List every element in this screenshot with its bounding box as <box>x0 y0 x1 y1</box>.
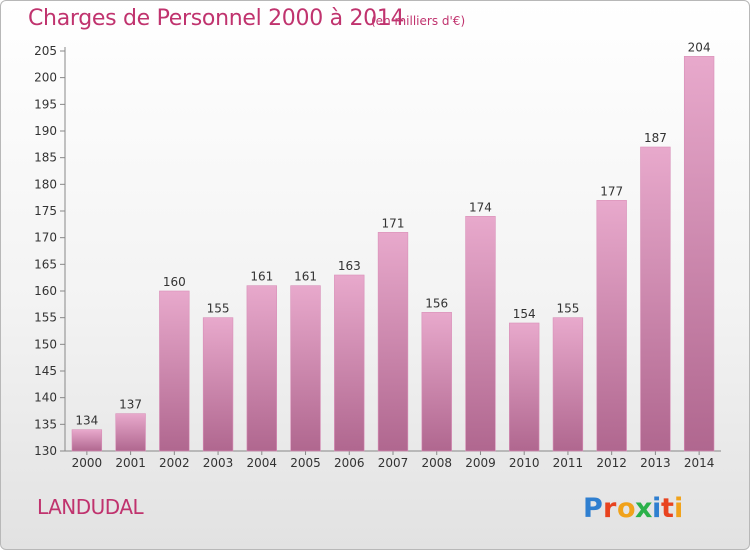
x-tick-label: 2012 <box>596 456 627 470</box>
bar-value-label: 171 <box>382 216 405 230</box>
bar-value-label: 156 <box>425 296 448 310</box>
bar-value-label: 163 <box>338 259 361 273</box>
bar-value-label: 204 <box>688 40 711 54</box>
x-tick-label: 2008 <box>421 456 452 470</box>
y-tick-label: 135 <box>34 417 57 431</box>
bar-value-label: 161 <box>294 270 317 284</box>
proxiti-logo: P r o x i t i <box>583 493 683 524</box>
bar <box>552 317 584 452</box>
logo-letter: r <box>603 493 617 524</box>
bar-value-label: 187 <box>644 131 667 145</box>
bar <box>334 274 365 452</box>
bar-value-label: 174 <box>469 200 492 214</box>
x-tick-label: 2002 <box>159 456 190 470</box>
y-tick-label: 170 <box>34 231 57 245</box>
logo-letter: i <box>674 493 683 524</box>
bar-value-label: 161 <box>250 270 273 284</box>
logo-letter: i <box>652 493 661 524</box>
bar <box>640 146 671 452</box>
y-tick-label: 195 <box>34 97 57 111</box>
bar <box>290 285 321 452</box>
x-tick-label: 2003 <box>203 456 234 470</box>
bar <box>465 216 496 452</box>
bar-value-label: 134 <box>75 414 98 428</box>
x-tick-label: 2004 <box>247 456 278 470</box>
y-tick-label: 175 <box>34 204 57 218</box>
commune-name: LANDUDAL <box>37 495 144 519</box>
logo-letter: o <box>617 493 636 524</box>
bar-value-label: 155 <box>556 302 579 316</box>
x-tick-label: 2014 <box>684 456 715 470</box>
logo-letter: x <box>635 493 652 524</box>
x-tick-label: 2010 <box>509 456 540 470</box>
y-tick-label: 150 <box>34 337 57 351</box>
x-tick-label: 2006 <box>334 456 365 470</box>
y-tick-label: 145 <box>34 364 57 378</box>
y-tick-label: 200 <box>34 71 57 85</box>
chart-subtitle: (en milliers d'€) <box>371 14 466 28</box>
bar <box>71 429 103 452</box>
y-tick-label: 130 <box>34 444 57 458</box>
y-tick-label: 190 <box>34 124 57 138</box>
bar <box>202 317 234 452</box>
logo-letter: t <box>661 493 674 524</box>
chart-title: Charges de Personnel 2000 à 2014 <box>28 6 405 31</box>
y-tick-label: 185 <box>34 151 57 165</box>
bar-value-label: 154 <box>513 307 536 321</box>
y-tick-label: 160 <box>34 284 57 298</box>
bar-value-label: 137 <box>119 398 142 412</box>
bar <box>509 322 540 452</box>
x-tick-label: 2005 <box>290 456 321 470</box>
y-tick-label: 180 <box>34 177 57 191</box>
bar <box>596 200 627 452</box>
bar-value-label: 177 <box>600 184 623 198</box>
x-tick-label: 2009 <box>465 456 496 470</box>
y-tick-label: 205 <box>34 44 57 58</box>
bar <box>115 413 146 452</box>
x-tick-label: 2001 <box>115 456 146 470</box>
bar <box>421 312 452 452</box>
bar-value-label: 160 <box>163 275 186 289</box>
logo-letter: P <box>583 493 603 524</box>
x-tick-label: 2000 <box>72 456 103 470</box>
y-tick-label: 155 <box>34 311 57 325</box>
bar <box>246 285 277 452</box>
bar-value-label: 155 <box>207 302 230 316</box>
bar <box>159 290 190 452</box>
x-tick-label: 2011 <box>553 456 584 470</box>
bar <box>377 232 409 452</box>
x-tick-label: 2007 <box>378 456 409 470</box>
y-tick-label: 165 <box>34 257 57 271</box>
y-tick-label: 140 <box>34 391 57 405</box>
x-tick-label: 2013 <box>640 456 671 470</box>
bar <box>683 56 715 452</box>
